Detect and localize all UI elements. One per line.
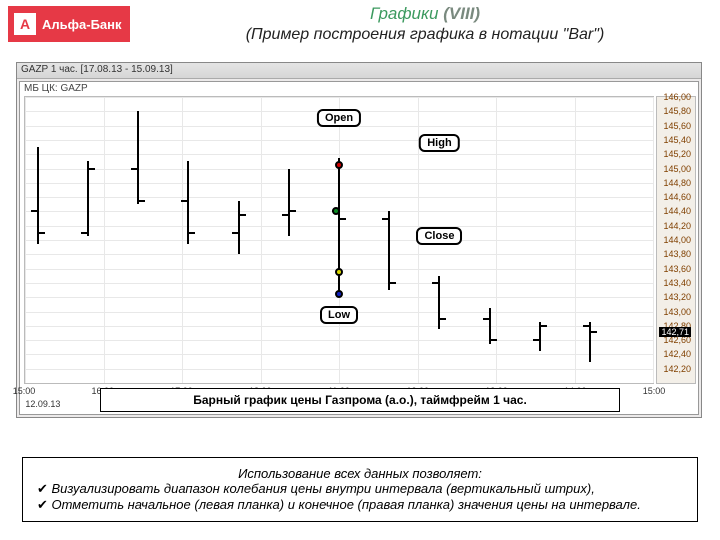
y-tick: 146,00 — [663, 92, 691, 102]
x-date-left: 12.09.13 — [25, 399, 60, 409]
y-tick: 145,00 — [663, 164, 691, 174]
chart-caption: Барный график цены Газпрома (а.о.), тайм… — [100, 388, 620, 412]
footer-bullet-1: Визуализировать диапазон колебания цены … — [37, 481, 683, 497]
callout-low: Low — [320, 306, 358, 324]
y-tick: 144,00 — [663, 235, 691, 245]
y-tick: 145,40 — [663, 135, 691, 145]
y-tick: 144,20 — [663, 221, 691, 231]
alfa-bank-logo: A Альфа-Банк — [8, 6, 130, 42]
y-tick: 143,80 — [663, 249, 691, 259]
y-axis: 146,00145,80145,60145,40145,20145,00144,… — [656, 96, 696, 384]
y-tick: 144,40 — [663, 206, 691, 216]
logo-mark: A — [14, 13, 36, 35]
logo-text: Альфа-Банк — [42, 17, 122, 32]
footer-bullet-2: Отметить начальное (левая планка) и коне… — [37, 497, 683, 513]
chart-marker — [335, 161, 343, 169]
y-tick: 143,60 — [663, 264, 691, 274]
chart-header: МБ ЦК: GAZP — [20, 82, 88, 96]
y-tick: 142,40 — [663, 349, 691, 359]
slide-titles: Графики (VIII) (Пример построения график… — [140, 4, 710, 44]
y-tick: 144,80 — [663, 178, 691, 188]
chart-marker — [335, 268, 343, 276]
x-tick: 15:00 — [643, 386, 666, 396]
y-tick: 145,20 — [663, 149, 691, 159]
chart-marker — [335, 290, 343, 298]
chart-window-title: GAZP 1 час. [17.08.13 - 15.09.13] — [17, 63, 701, 79]
callout-high: High — [419, 134, 459, 152]
y-tick: 143,40 — [663, 278, 691, 288]
y-tick: 143,00 — [663, 307, 691, 317]
y-tick: 143,20 — [663, 292, 691, 302]
chart-window: GAZP 1 час. [17.08.13 - 15.09.13] МБ ЦК:… — [16, 62, 702, 418]
callout-close: Close — [416, 227, 462, 245]
y-tick: 142,20 — [663, 364, 691, 374]
y-tick: 144,60 — [663, 192, 691, 202]
y-tick: 145,80 — [663, 106, 691, 116]
ohlc-plot: Open High Close Low — [24, 96, 654, 384]
callout-open: Open — [317, 109, 361, 127]
y-tick-highlight: 142,71 — [659, 327, 691, 337]
chart-marker — [332, 207, 340, 215]
title-sub: (Пример построения графика в нотации "Ba… — [140, 26, 710, 44]
chart-inner: МБ ЦК: GAZP Open High Close Low 146,00 145,8… — [19, 81, 699, 415]
title-main: Графики (VIII) — [140, 4, 710, 24]
y-tick: 145,60 — [663, 121, 691, 131]
x-tick: 15:00 — [13, 386, 36, 396]
footer-text: Использование всех данных позволяет: Виз… — [22, 457, 698, 522]
footer-lead: Использование всех данных позволяет: — [37, 466, 683, 481]
